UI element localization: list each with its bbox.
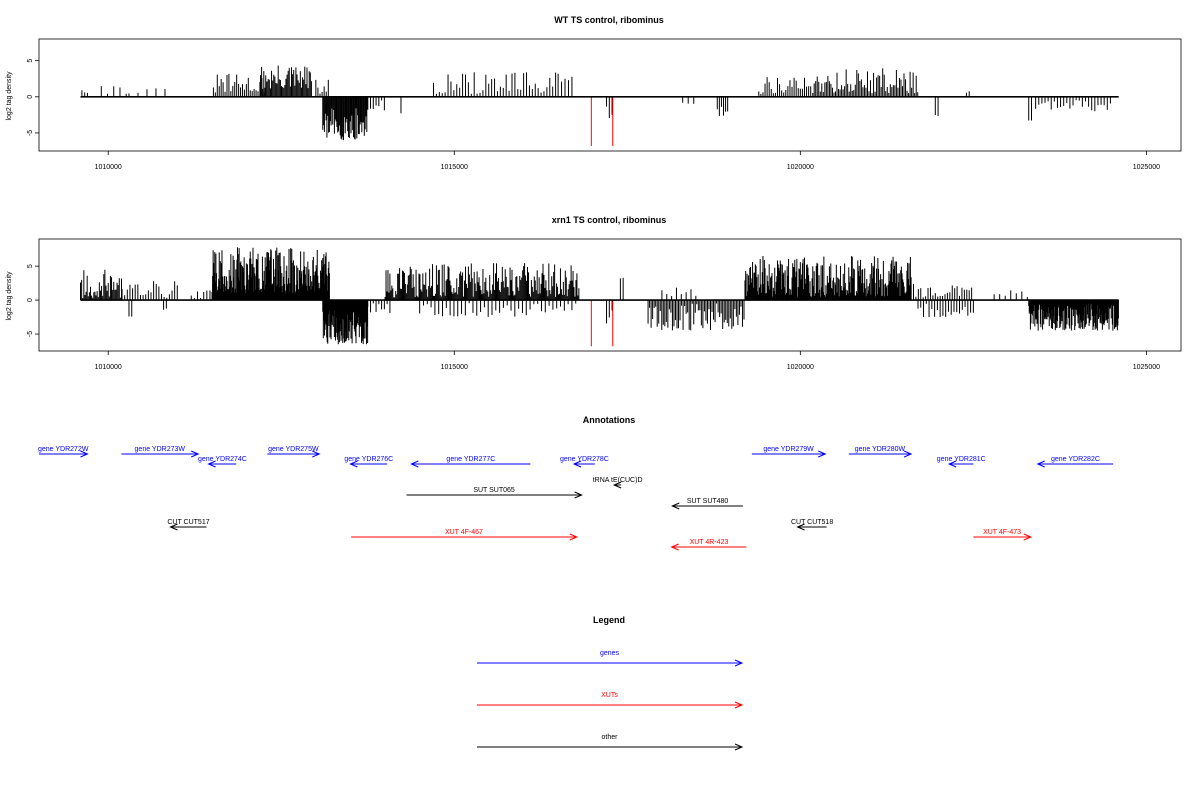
legend-other-arrowhead (734, 743, 744, 751)
annotation-label: gene YDR274C (198, 456, 247, 463)
y-tick-label: -5 (27, 331, 34, 337)
annotation-label: tRNA tE(CUC)D (593, 477, 643, 484)
panel-wt: WT TS control, ribominus log2 tag densit… (6, 15, 1182, 171)
x-tick-label: 1020000 (787, 364, 814, 371)
annotation-label: CUT CUT517 (167, 519, 209, 526)
annotation-xut-arrowhead (1023, 533, 1033, 541)
annotation-label: XUT 4R-423 (690, 539, 729, 546)
annotation-label: gene YDR281C (937, 456, 986, 463)
y-tick-label: -5 (27, 130, 34, 136)
legend-xut-arrowhead (734, 701, 744, 709)
x-tick-label: 1025000 (1133, 164, 1160, 171)
legend-title: Legend (593, 615, 625, 625)
annotation-label: CUT CUT518 (791, 519, 833, 526)
panel-xrn1: xrn1 TS control, ribominus log2 tag dens… (6, 215, 1182, 371)
annotation-label: SUT SUT480 (687, 498, 729, 505)
annotation-label: gene YDR273W (135, 446, 186, 453)
legend-label: XUTs (601, 692, 618, 699)
annotation-gene-arrowhead (190, 450, 200, 458)
legend-gene-arrowhead (734, 659, 744, 667)
annotation-label: XUT 4F-473 (983, 529, 1021, 536)
y-tick-label: 0 (27, 298, 34, 302)
legend-label: genes (600, 650, 620, 657)
annotation-label: gene YDR279W (763, 446, 814, 453)
annotation-xut-arrowhead (569, 533, 579, 541)
annotation-gene-arrowhead (818, 450, 827, 458)
annotation-features: gene YDR272W gene YDR273W gene YDR274C gene… (38, 446, 1114, 551)
panel-wt-frame (38, 38, 1182, 152)
annotation-gene-arrowhead (947, 460, 957, 468)
x-tick-label: 1025000 (1133, 364, 1160, 371)
annotation-gene-arrowhead (312, 450, 321, 458)
annotation-label: gene YDR278C (560, 456, 609, 463)
y-tick-label: 5 (27, 59, 34, 63)
annotation-label: gene YDR272W (38, 446, 89, 453)
x-tick-label: 1015000 (441, 364, 468, 371)
panel-wt-title: WT TS control, ribominus (554, 15, 664, 25)
annotation-other-arrowhead (169, 523, 178, 531)
annotation-gene-arrowhead (207, 460, 216, 468)
x-tick-label: 1010000 (95, 364, 122, 371)
annotation-xut-arrowhead (670, 543, 679, 551)
annotation-label: gene YDR277C (446, 456, 495, 463)
annotation-gene-arrowhead (572, 460, 582, 468)
annotations-track: Annotations gene YDR272W gene YDR273Wgene… (38, 415, 1114, 551)
panel-xrn1-plot: -5 0 5 1010000 1015000 1020000 1025000 (27, 247, 1160, 371)
annotation-other-arrowhead (796, 523, 805, 531)
x-tick-label: 1010000 (95, 164, 122, 171)
annotation-gene-arrowhead (80, 450, 89, 458)
annotation-gene-arrowhead (349, 460, 358, 468)
annotation-label: gene YDR275W (268, 446, 319, 453)
annotation-gene-arrowhead (903, 450, 913, 458)
x-tick-label: 1015000 (441, 164, 468, 171)
annotation-gene-arrowhead (410, 460, 419, 468)
annotation-other-arrowhead (612, 481, 622, 489)
panel-xrn1-title: xrn1 TS control, ribominus (552, 215, 667, 225)
annotation-other-arrowhead (671, 502, 680, 510)
annotation-label: SUT SUT065 (473, 487, 515, 494)
legend-items: genes XUTs other (477, 650, 744, 751)
panel-xrn1-frame (38, 238, 1182, 352)
annotation-gene-arrowhead (1036, 460, 1045, 468)
panel-wt-plot: -5 0 5 1010000 1015000 1020000 1025000 (27, 59, 1160, 171)
legend-label: other (602, 734, 619, 741)
x-tick-label: 1020000 (787, 164, 814, 171)
panel-xrn1-ylabel: log2 tag density (6, 271, 13, 321)
y-tick-label: 0 (27, 95, 34, 99)
annotation-label: gene YDR282C (1051, 456, 1100, 463)
legend: Legend genes XUTs other (477, 615, 744, 751)
annotation-label: XUT 4F-467 (445, 529, 483, 536)
annotation-other-arrowhead (574, 491, 583, 499)
y-tick-label: 5 (27, 264, 34, 268)
annotation-label: gene YDR276C (344, 456, 393, 463)
annotation-label: gene YDR280W (855, 446, 906, 453)
annotations-title: Annotations (583, 415, 636, 425)
panel-wt-ylabel: log2 tag density (6, 71, 13, 121)
